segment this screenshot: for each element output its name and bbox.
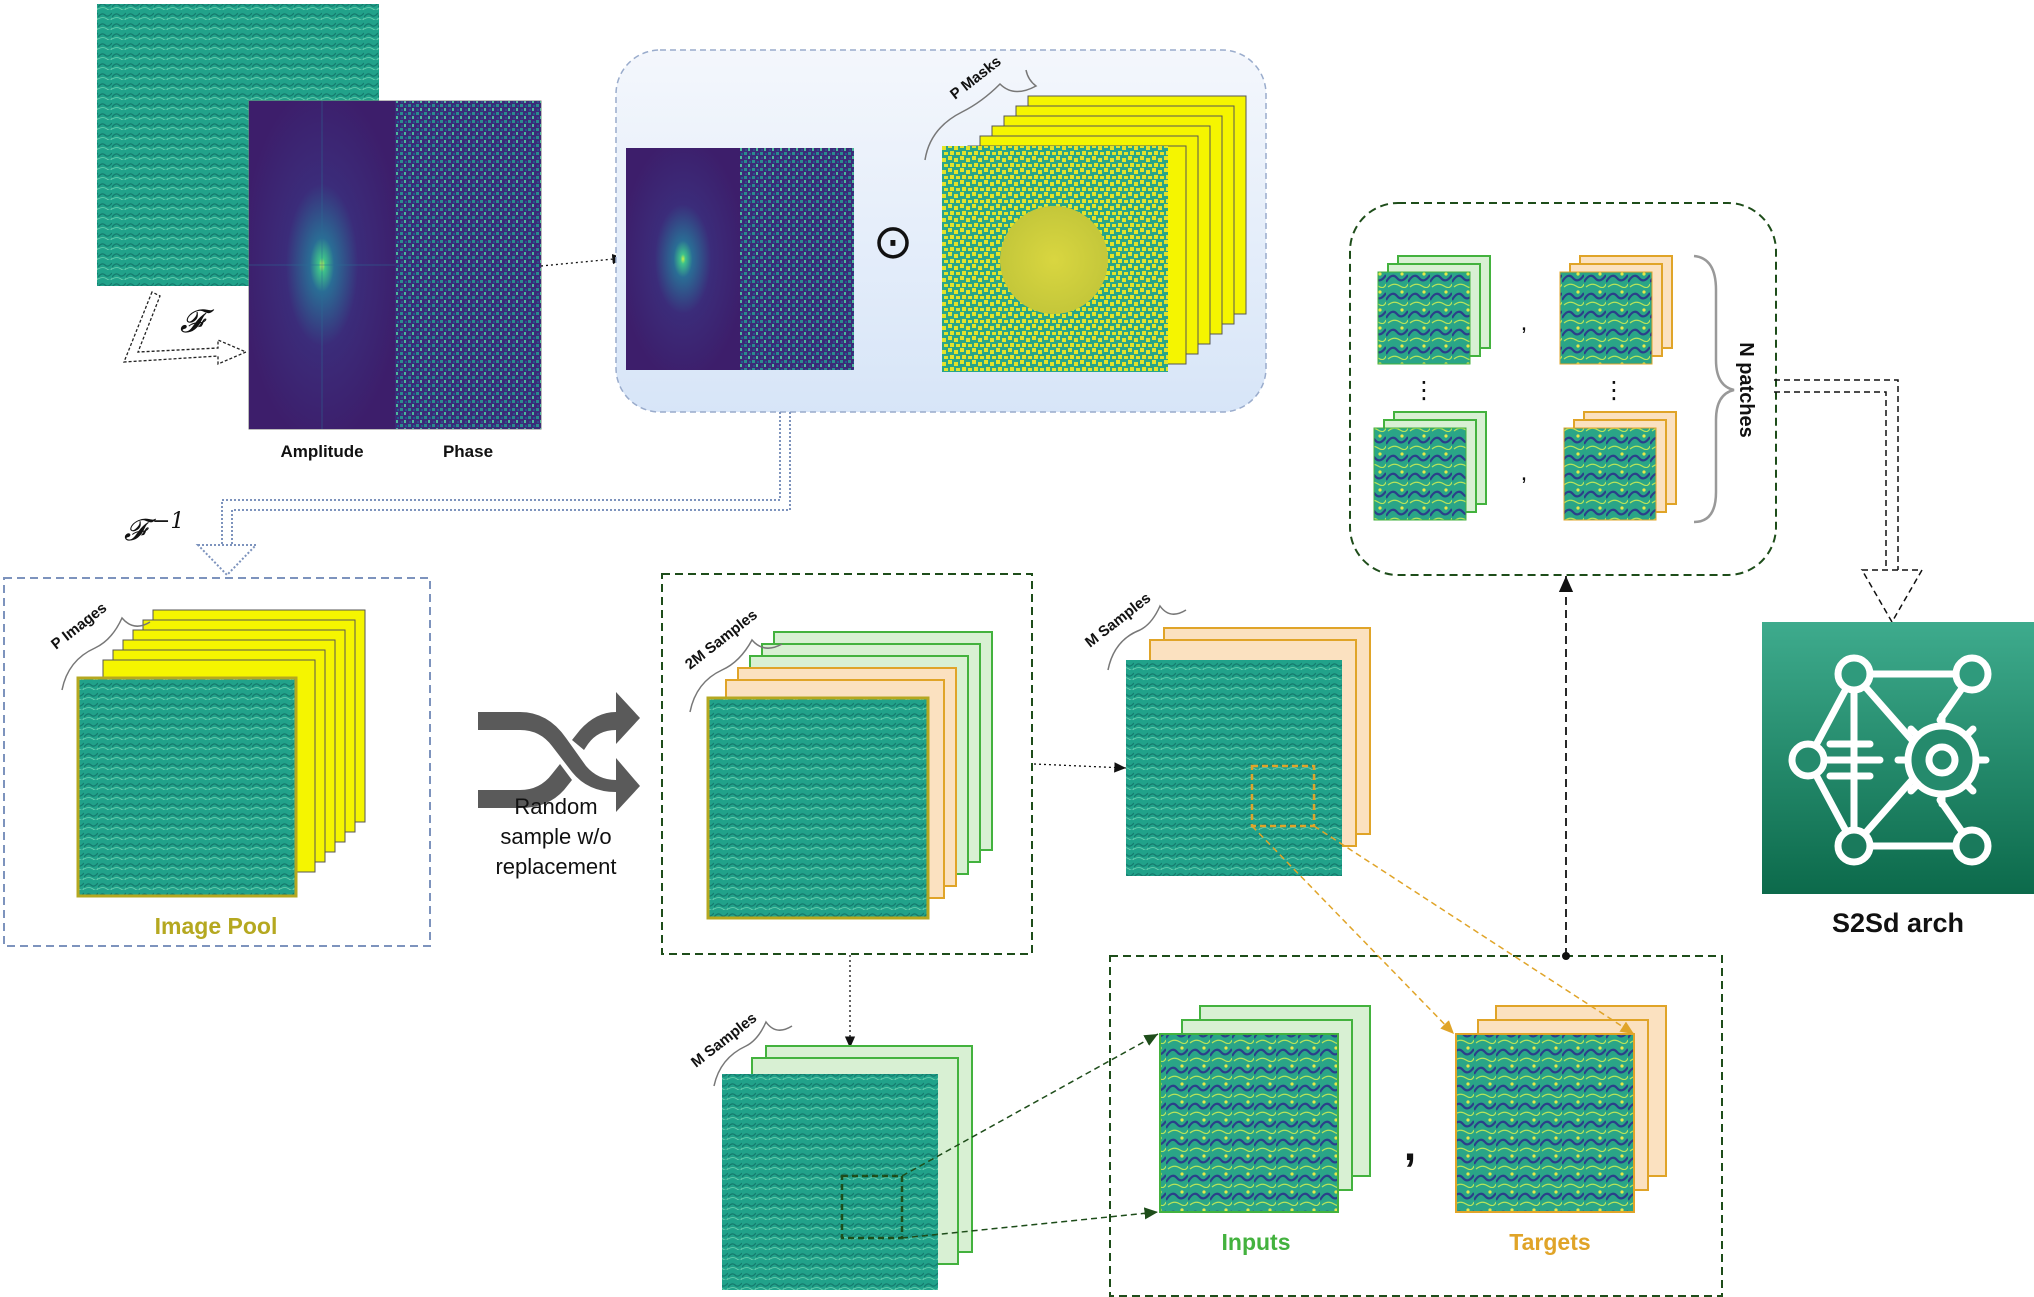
targets-stack: [1455, 1005, 1667, 1213]
to-orange-samples-arrow: [1033, 762, 1127, 773]
samples-2m-label: 2M Samples: [682, 606, 761, 673]
samples-m-orange-brace: [1107, 604, 1187, 671]
to-arch-arrow: [1774, 379, 1899, 570]
arch-label: S2Sd arch: [1832, 908, 1964, 938]
fourier-symbol: 𝓕: [180, 302, 215, 340]
samples-m-green-brace: [713, 1020, 793, 1087]
mask-stack: [942, 95, 1247, 372]
shuffle-icon: [478, 692, 640, 812]
image-pool-label: Image Pool: [155, 913, 278, 939]
random-sample-label-2: sample w/o: [500, 824, 611, 849]
mask-center-circle: [1000, 206, 1108, 314]
panel-spectrum-amp: [626, 148, 740, 370]
image-pool-box: [3, 577, 431, 947]
patch-pair-top: [1377, 255, 1673, 365]
samples-2m-stack: [706, 631, 993, 920]
patch-dots-right: ⋮: [1602, 377, 1626, 404]
inverse-fourier-arrowhead: [195, 544, 259, 577]
inputs-label: Inputs: [1222, 1229, 1291, 1255]
to-mask-panel-arrow: [540, 253, 625, 267]
p-images-brace: [61, 616, 151, 691]
crop-arrow-green-top: [901, 1033, 1159, 1177]
crop-arrow-orange-left: [1251, 825, 1455, 1035]
samples-2m-box: [661, 573, 1033, 955]
targets-label: Targets: [1509, 1229, 1590, 1255]
hadamard-symbol: ⊙: [873, 216, 913, 269]
green-crop-box: [840, 1174, 904, 1240]
random-sample-label-3: replacement: [495, 854, 616, 879]
samples-m-green-stack: [722, 1045, 973, 1290]
patch-dots-left: ⋮: [1412, 377, 1436, 404]
p-masks-brace: [924, 69, 1038, 161]
n-patches-label: N patches: [1735, 342, 1757, 438]
samples-2m-front: [706, 696, 930, 920]
pair-comma: ,: [1404, 1121, 1416, 1170]
patch-comma-bottom: ,: [1521, 459, 1528, 486]
image-pool-front: [76, 676, 298, 898]
patch-pair-bottom: [1373, 411, 1677, 521]
panel-spectrum-phase: [740, 148, 854, 370]
inverse-fourier-arrow: [221, 412, 791, 545]
samples-m-green-front: [722, 1074, 938, 1290]
patch-comma-top: ,: [1521, 309, 1528, 336]
samples-2m-brace: [689, 638, 783, 713]
random-sample-label-1: Random: [514, 794, 597, 819]
inverse-fourier-exponent: −1: [152, 509, 184, 534]
phase-spectrum: [395, 101, 541, 429]
inputs-front: [1159, 1033, 1339, 1213]
samples-m-green-label: M Samples: [688, 1010, 760, 1072]
fourier-arrow: [123, 291, 248, 365]
amplitude-label: Amplitude: [280, 442, 363, 461]
samples-m-orange-label: M Samples: [1082, 590, 1154, 652]
image-pool-stack: [76, 609, 366, 898]
inputs-stack: [1159, 1005, 1371, 1213]
to-patches-dot: [1562, 952, 1570, 960]
samples-m-orange-stack: [1126, 627, 1371, 876]
n-patches-brace: [1693, 254, 1735, 524]
crop-arrow-green-bottom: [901, 1207, 1159, 1239]
crop-arrow-orange-right: [1313, 825, 1635, 1035]
targets-front: [1455, 1033, 1635, 1213]
phase-label: Phase: [443, 442, 493, 461]
pairs-box: [1109, 955, 1723, 1297]
samples-m-orange-front: [1126, 660, 1342, 876]
network-gear-icon: [1788, 654, 1992, 866]
to-arch-arrowhead: [1860, 569, 1924, 624]
orange-crop-box: [1250, 764, 1316, 828]
